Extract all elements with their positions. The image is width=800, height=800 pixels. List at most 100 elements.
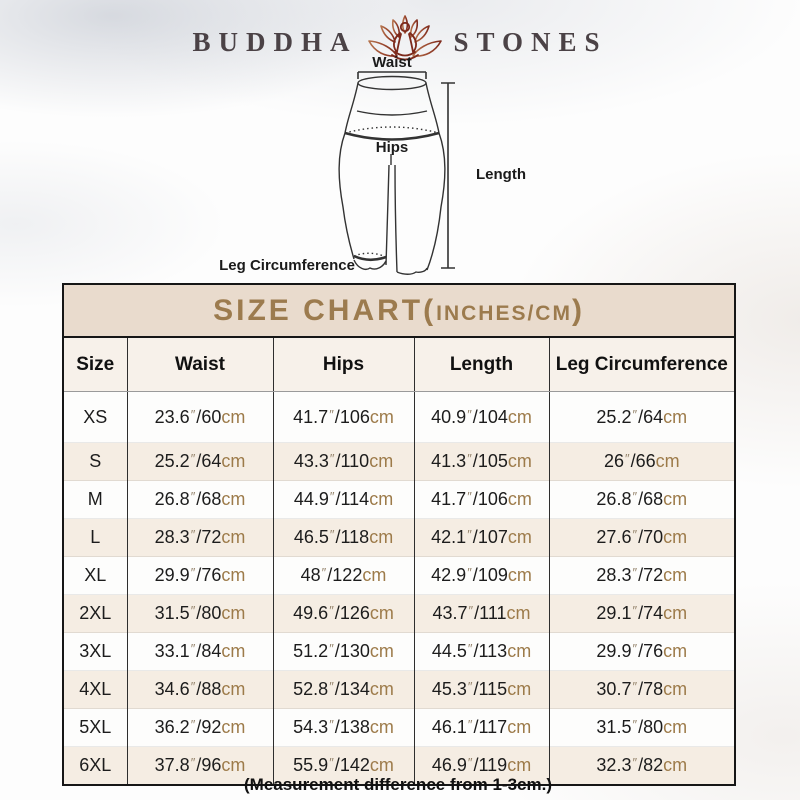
waist-cell: 25.2″/64cm — [126, 442, 273, 481]
value-cm: 64 — [201, 451, 222, 471]
size-cell: XS — [63, 391, 127, 443]
value-cm: 72 — [643, 565, 664, 585]
value-cm: 74 — [643, 603, 664, 623]
value-separator: / — [472, 489, 478, 509]
value-separator: / — [196, 451, 202, 471]
value-separator: / — [334, 603, 340, 623]
value-separator: / — [334, 717, 340, 737]
inch-mark: ″ — [632, 603, 638, 618]
inch-mark: ″ — [190, 603, 196, 618]
value-cm: 142 — [339, 755, 370, 775]
inch-mark: ″ — [632, 565, 638, 580]
size-cell: S — [63, 442, 127, 481]
value-inches: 41.7 — [293, 406, 329, 427]
size-cell: 2XL — [63, 594, 127, 633]
value-inches: 43.7 — [432, 603, 468, 623]
cm-unit: cm — [507, 717, 532, 737]
length-cell: 40.9″/104cm — [413, 391, 549, 443]
value-cm: 115 — [478, 679, 508, 699]
size-cell: M — [63, 480, 127, 519]
cm-unit: cm — [655, 451, 680, 471]
inch-mark: ″ — [329, 603, 334, 618]
leg-cell: 30.7″/78cm — [548, 670, 736, 709]
value-separator: / — [196, 406, 202, 427]
value-separator: / — [472, 406, 478, 427]
col-header-leg-circumference: Leg Circumference — [548, 337, 736, 392]
value-inches: 48 — [300, 565, 321, 585]
table-row: 2XL 31.5″/80cm 49.6″/126cm 43.7″/111cm 29.1″… — [63, 594, 736, 633]
inch-mark: ″ — [321, 565, 327, 580]
length-cell: 46.1″/117cm — [413, 708, 549, 747]
inch-mark: ″ — [190, 527, 196, 542]
inch-mark: ″ — [632, 679, 638, 694]
value-separator: / — [473, 717, 479, 737]
brand-header: BUDDHA — [0, 15, 800, 68]
size-cell: XL — [63, 556, 127, 595]
table-row: 6XL 37.8″/96cm 55.9″/142cm 46.9″/119cm 32.3″… — [63, 746, 736, 785]
value-inches: 41.3 — [431, 451, 467, 471]
value-separator: / — [630, 451, 636, 471]
inch-mark: ″ — [190, 406, 196, 422]
value-inches: 34.6 — [154, 679, 190, 699]
value-cm: 64 — [643, 406, 664, 427]
value-separator: / — [472, 565, 478, 585]
value-separator: / — [335, 527, 341, 547]
leg-cell: 29.1″/74cm — [548, 594, 736, 633]
value-inches: 43.3 — [293, 451, 329, 471]
value-separator: / — [196, 603, 202, 623]
leg-cell: 25.2″/64cm — [548, 391, 736, 443]
inch-mark: ″ — [467, 641, 473, 656]
value-separator: / — [638, 406, 644, 427]
inch-mark: ″ — [632, 755, 638, 770]
value-separator: / — [638, 489, 644, 509]
value-cm: 72 — [201, 527, 222, 547]
hips-cell: 49.6″/126cm — [272, 594, 414, 633]
size-cell: 5XL — [63, 708, 127, 747]
cm-unit: cm — [507, 755, 532, 775]
value-separator: / — [334, 755, 340, 775]
length-cell: 46.9″/119cm — [413, 746, 549, 785]
value-cm: 110 — [340, 451, 370, 471]
value-separator: / — [327, 565, 333, 585]
cm-unit: cm — [369, 489, 394, 509]
cm-unit: cm — [369, 603, 394, 623]
value-cm: 114 — [340, 489, 370, 509]
cm-unit: cm — [507, 527, 532, 547]
leg-cell: 27.6″/70cm — [548, 518, 736, 557]
table-row: XS 23.6″/60cm 41.7″/106cm 40.9″/104cm 25.2″/… — [63, 391, 736, 443]
value-inches: 29.9 — [154, 565, 190, 585]
value-inches: 27.6 — [596, 527, 632, 547]
size-cell: 3XL — [63, 632, 127, 671]
value-separator: / — [638, 755, 644, 775]
cm-unit: cm — [369, 679, 394, 699]
waist-cell: 36.2″/92cm — [126, 708, 273, 747]
table-row: L 28.3″/72cm 46.5″/118cm 42.1″/107cm 27.6″/7… — [63, 518, 736, 557]
leg-cell: 29.9″/76cm — [548, 632, 736, 671]
value-separator: / — [638, 717, 644, 737]
inch-mark: ″ — [190, 489, 196, 504]
leg-circumference-label: Leg Circumference — [220, 257, 355, 274]
value-separator: / — [334, 679, 340, 699]
cm-unit: cm — [369, 717, 394, 737]
inch-mark: ″ — [632, 489, 638, 504]
cm-unit: cm — [663, 755, 688, 775]
cm-unit: cm — [663, 406, 688, 427]
inch-mark: ″ — [329, 527, 335, 542]
value-cm: 107 — [477, 527, 508, 547]
value-inches: 29.1 — [596, 603, 632, 623]
inch-mark: ″ — [467, 489, 472, 504]
value-cm: 130 — [339, 641, 370, 661]
value-cm: 109 — [477, 565, 508, 585]
hips-cell: 52.8″/134cm — [272, 670, 414, 709]
cm-unit: cm — [369, 755, 394, 775]
hips-cell: 41.7″/106cm — [272, 391, 414, 443]
size-cell: 4XL — [63, 670, 127, 709]
inch-mark: ″ — [190, 451, 196, 466]
hips-cell: 43.3″/110cm — [272, 442, 414, 481]
inch-mark: ″ — [467, 717, 473, 732]
inch-mark: ″ — [190, 755, 196, 770]
cm-unit: cm — [221, 565, 246, 585]
value-inches: 36.2 — [154, 717, 190, 737]
inch-mark: ″ — [329, 717, 334, 732]
value-inches: 26.8 — [596, 489, 632, 509]
